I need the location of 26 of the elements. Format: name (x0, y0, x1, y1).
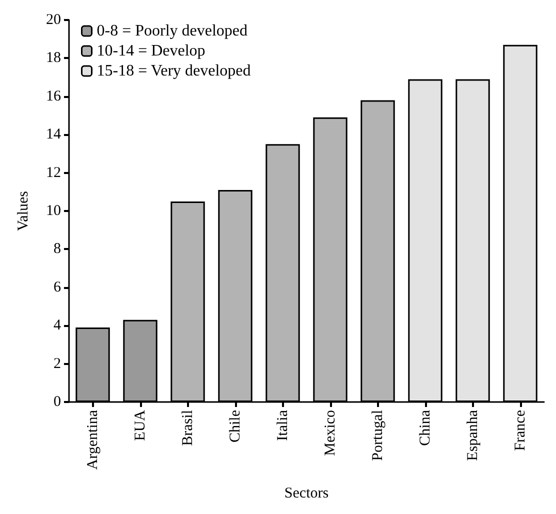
x-tick-label: Italia (274, 410, 291, 441)
legend-label: 15-18 = Very developed (96, 62, 251, 80)
y-tick-label: 18 (46, 50, 61, 66)
y-tick-label: 6 (54, 279, 62, 296)
y-tick-label: 2 (54, 356, 61, 372)
y-tick-label: 14 (46, 126, 62, 143)
x-axis-title: Sectors (284, 486, 329, 502)
x-tick-label: China (417, 410, 434, 446)
y-tick-label: 16 (46, 88, 62, 104)
x-tick-label: Mexico (322, 410, 338, 456)
y-tick-label: 12 (46, 164, 61, 181)
legend-label: 0-8 = Poorly developed (96, 22, 248, 40)
x-tick-label: Argentina (84, 410, 101, 470)
y-axis-title: Values (16, 190, 32, 231)
legend-label: 10-14 = Develop (96, 42, 206, 60)
y-tick-label: 0 (54, 394, 61, 410)
x-tick-label: France (512, 410, 528, 451)
x-tick-label: Portugal (370, 410, 386, 461)
y-tick-label: 20 (46, 12, 61, 28)
x-tick-label: Espanha (464, 410, 481, 461)
x-tick-label: Chile (227, 410, 244, 442)
y-tick-label: 4 (54, 318, 62, 334)
x-tick-label: EUA (132, 410, 148, 441)
y-tick-label: 8 (54, 241, 61, 258)
x-tick-label: Brasil (180, 410, 196, 446)
y-tick-label: 10 (46, 203, 61, 219)
